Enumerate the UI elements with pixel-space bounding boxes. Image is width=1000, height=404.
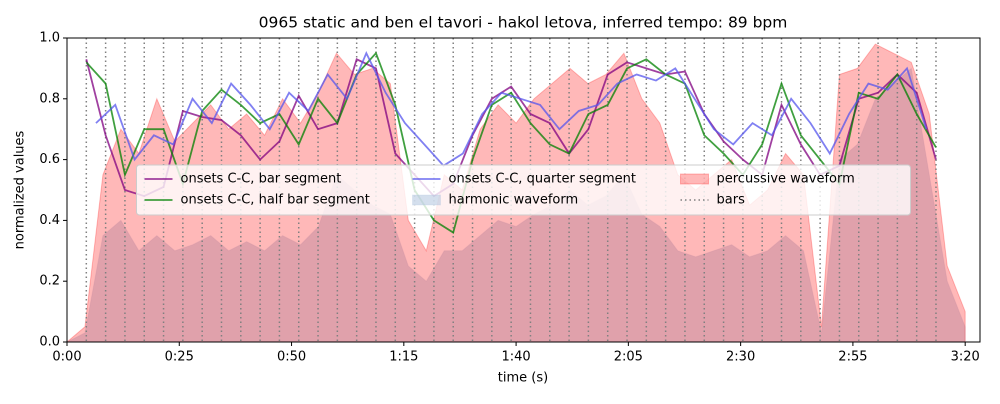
legend-label: bars <box>717 193 746 208</box>
onset-line <box>85 58 937 198</box>
y-tick-label: 0.6 <box>39 152 60 167</box>
y-tick-label: 0.2 <box>39 274 60 289</box>
x-tick-label: 0:00 <box>52 350 81 365</box>
legend-label: harmonic waveform <box>449 193 579 208</box>
x-tick-label: 3:20 <box>951 350 980 365</box>
x-tick-label: 2:05 <box>614 350 643 365</box>
onset-line <box>95 51 928 167</box>
legend-swatch <box>412 194 441 206</box>
y-tick-label: 0.4 <box>39 213 60 228</box>
x-tick-label: 1:15 <box>389 350 418 365</box>
legend-label: onsets C-C, quarter segment <box>449 172 636 187</box>
legend-label: onsets C-C, bar segment <box>181 172 342 187</box>
y-tick-label: 0.8 <box>39 91 60 106</box>
y-tick-label: 0.0 <box>39 335 60 350</box>
x-tick-label: 1:40 <box>501 350 530 365</box>
legend: onsets C-C, bar segment onsets C-C, half … <box>136 164 911 216</box>
legend-label: percussive waveform <box>717 172 855 187</box>
legend-label: onsets C-C, half bar segment <box>181 193 370 208</box>
x-tick-label: 0:50 <box>277 350 306 365</box>
legend-swatch <box>680 173 709 185</box>
axes-frame <box>66 37 981 343</box>
x-tick-label: 2:30 <box>726 350 755 365</box>
onset-line <box>85 51 937 234</box>
x-tick-label: 2:55 <box>838 350 867 365</box>
legend-box <box>136 164 911 216</box>
y-tick-label: 1.0 <box>39 31 60 46</box>
y-axis-label: normalized values <box>13 130 28 249</box>
x-tick-label: 0:25 <box>165 350 194 365</box>
chart-title: 0965 static and ben el tavori - hakol le… <box>259 14 788 32</box>
x-axis-label: time (s) <box>498 371 548 386</box>
